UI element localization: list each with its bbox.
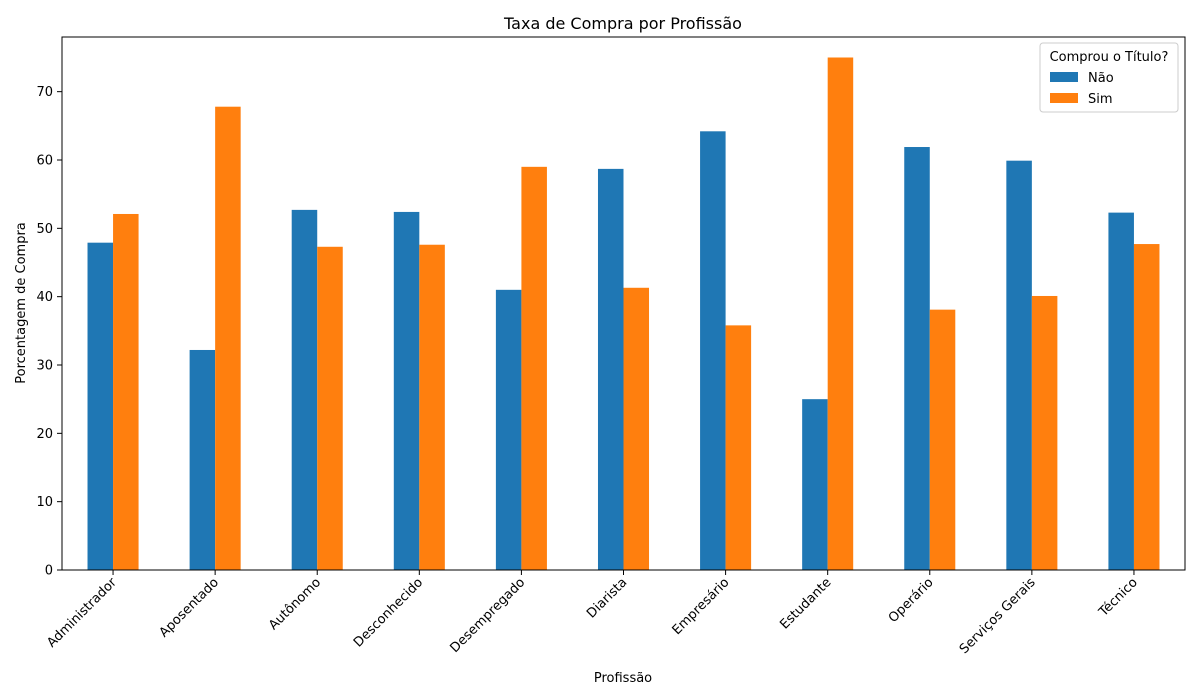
y-tick-label: 20: [36, 427, 53, 442]
bar-sim-empresario: [725, 325, 752, 570]
bar-nao-administrador: [87, 242, 114, 570]
bar-sim-autonomo: [317, 246, 343, 570]
bar-nao-desempregado: [495, 289, 522, 570]
y-tick-label: 0: [45, 564, 53, 579]
bar-sim-administrador: [113, 213, 139, 571]
bar-sim-servicos-gerais: [1031, 295, 1058, 570]
x-axis-label: Profissão: [594, 671, 652, 686]
bar-nao-servicos-gerais: [1006, 160, 1032, 570]
y-tick-label: 10: [36, 495, 53, 510]
x-tick-label-tecnico: Técnico: [1096, 575, 1141, 620]
x-tick-label-administrador: Administrador: [44, 575, 120, 651]
x-tick-label-aposentado: Aposentado: [157, 575, 222, 640]
bar-sim-aposentado: [215, 106, 241, 570]
bar-sim-diarista: [623, 287, 650, 570]
x-tick-label-autonomo: Autônomo: [266, 575, 324, 633]
bar-sim-tecnico: [1133, 244, 1160, 571]
y-tick-label: 60: [36, 154, 53, 169]
legend-swatch-sim: [1050, 93, 1078, 103]
bar-sim-estudante: [827, 57, 854, 570]
y-tick-label: 40: [36, 290, 53, 305]
bar-nao-aposentado: [189, 349, 216, 570]
legend-swatch-nao: [1050, 72, 1078, 82]
y-tick-label: 50: [36, 222, 53, 237]
x-tick-label-estudante: Estudante: [777, 575, 834, 632]
bar-sim-operario: [929, 309, 956, 570]
bar-nao-diarista: [597, 168, 624, 570]
legend-label-nao: Não: [1088, 71, 1114, 86]
legend-label-sim: Sim: [1088, 92, 1113, 107]
x-tick-label-servicos-gerais: Serviços Gerais: [957, 575, 1039, 657]
y-tick-label: 30: [36, 359, 53, 374]
bar-nao-tecnico: [1108, 212, 1134, 570]
y-axis-label: Porcentagem de Compra: [14, 222, 29, 384]
x-tick-label-operario: Operário: [886, 575, 937, 626]
plot-area: 0 10 20 30 40 50 60 70 Administrador Aposentado Au…: [36, 36, 1186, 657]
bar-nao-estudante: [802, 399, 828, 570]
legend: Comprou o Título? Não Sim: [1039, 42, 1179, 113]
bar-nao-empresario: [700, 131, 726, 571]
x-tick-label-empresario: Empresário: [670, 575, 733, 638]
y-tick-label: 70: [36, 85, 53, 100]
bar-sim-desconhecido: [419, 244, 445, 571]
bar-nao-autonomo: [291, 209, 318, 570]
bar-nao-desconhecido: [393, 211, 420, 570]
chart-title: Taxa de Compra por Profissão: [503, 14, 742, 33]
bar-nao-operario: [904, 147, 930, 570]
x-tick-label-diarista: Diarista: [584, 575, 630, 621]
x-tick-label-desconhecido: Desconhecido: [351, 575, 426, 650]
legend-title: Comprou o Título?: [1050, 50, 1169, 65]
x-tick-label-desempregado: Desempregado: [447, 575, 528, 656]
bar-sim-desempregado: [521, 166, 547, 570]
